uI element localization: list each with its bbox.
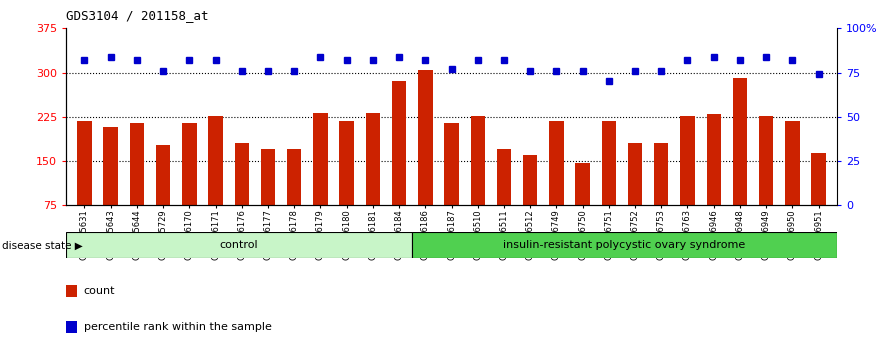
Bar xyxy=(130,123,144,205)
Bar xyxy=(411,232,837,258)
Bar xyxy=(261,149,275,205)
Text: insulin-resistant polycystic ovary syndrome: insulin-resistant polycystic ovary syndr… xyxy=(503,240,745,250)
Bar xyxy=(103,127,118,205)
Text: count: count xyxy=(84,286,115,296)
Bar xyxy=(654,143,669,205)
Bar xyxy=(418,70,433,205)
Bar xyxy=(628,143,642,205)
Text: percentile rank within the sample: percentile rank within the sample xyxy=(84,322,271,332)
Bar xyxy=(707,114,721,205)
Bar xyxy=(733,79,747,205)
Text: control: control xyxy=(219,240,258,250)
Bar xyxy=(680,116,695,205)
Bar xyxy=(366,113,380,205)
Bar xyxy=(602,121,616,205)
Bar xyxy=(549,121,564,205)
Bar xyxy=(523,155,537,205)
Bar xyxy=(444,123,459,205)
Bar xyxy=(759,116,774,205)
Bar xyxy=(78,121,92,205)
Bar xyxy=(287,149,301,205)
Bar xyxy=(497,149,511,205)
Bar xyxy=(785,121,800,205)
Text: disease state ▶: disease state ▶ xyxy=(2,241,83,251)
Bar xyxy=(339,121,354,205)
Bar xyxy=(811,153,825,205)
Bar xyxy=(470,116,485,205)
Bar xyxy=(392,81,406,205)
Bar xyxy=(66,232,411,258)
Bar xyxy=(156,144,170,205)
Bar xyxy=(182,123,196,205)
Bar xyxy=(234,143,249,205)
Text: GDS3104 / 201158_at: GDS3104 / 201158_at xyxy=(66,9,209,22)
Bar xyxy=(314,113,328,205)
Bar xyxy=(575,163,589,205)
Bar xyxy=(208,116,223,205)
